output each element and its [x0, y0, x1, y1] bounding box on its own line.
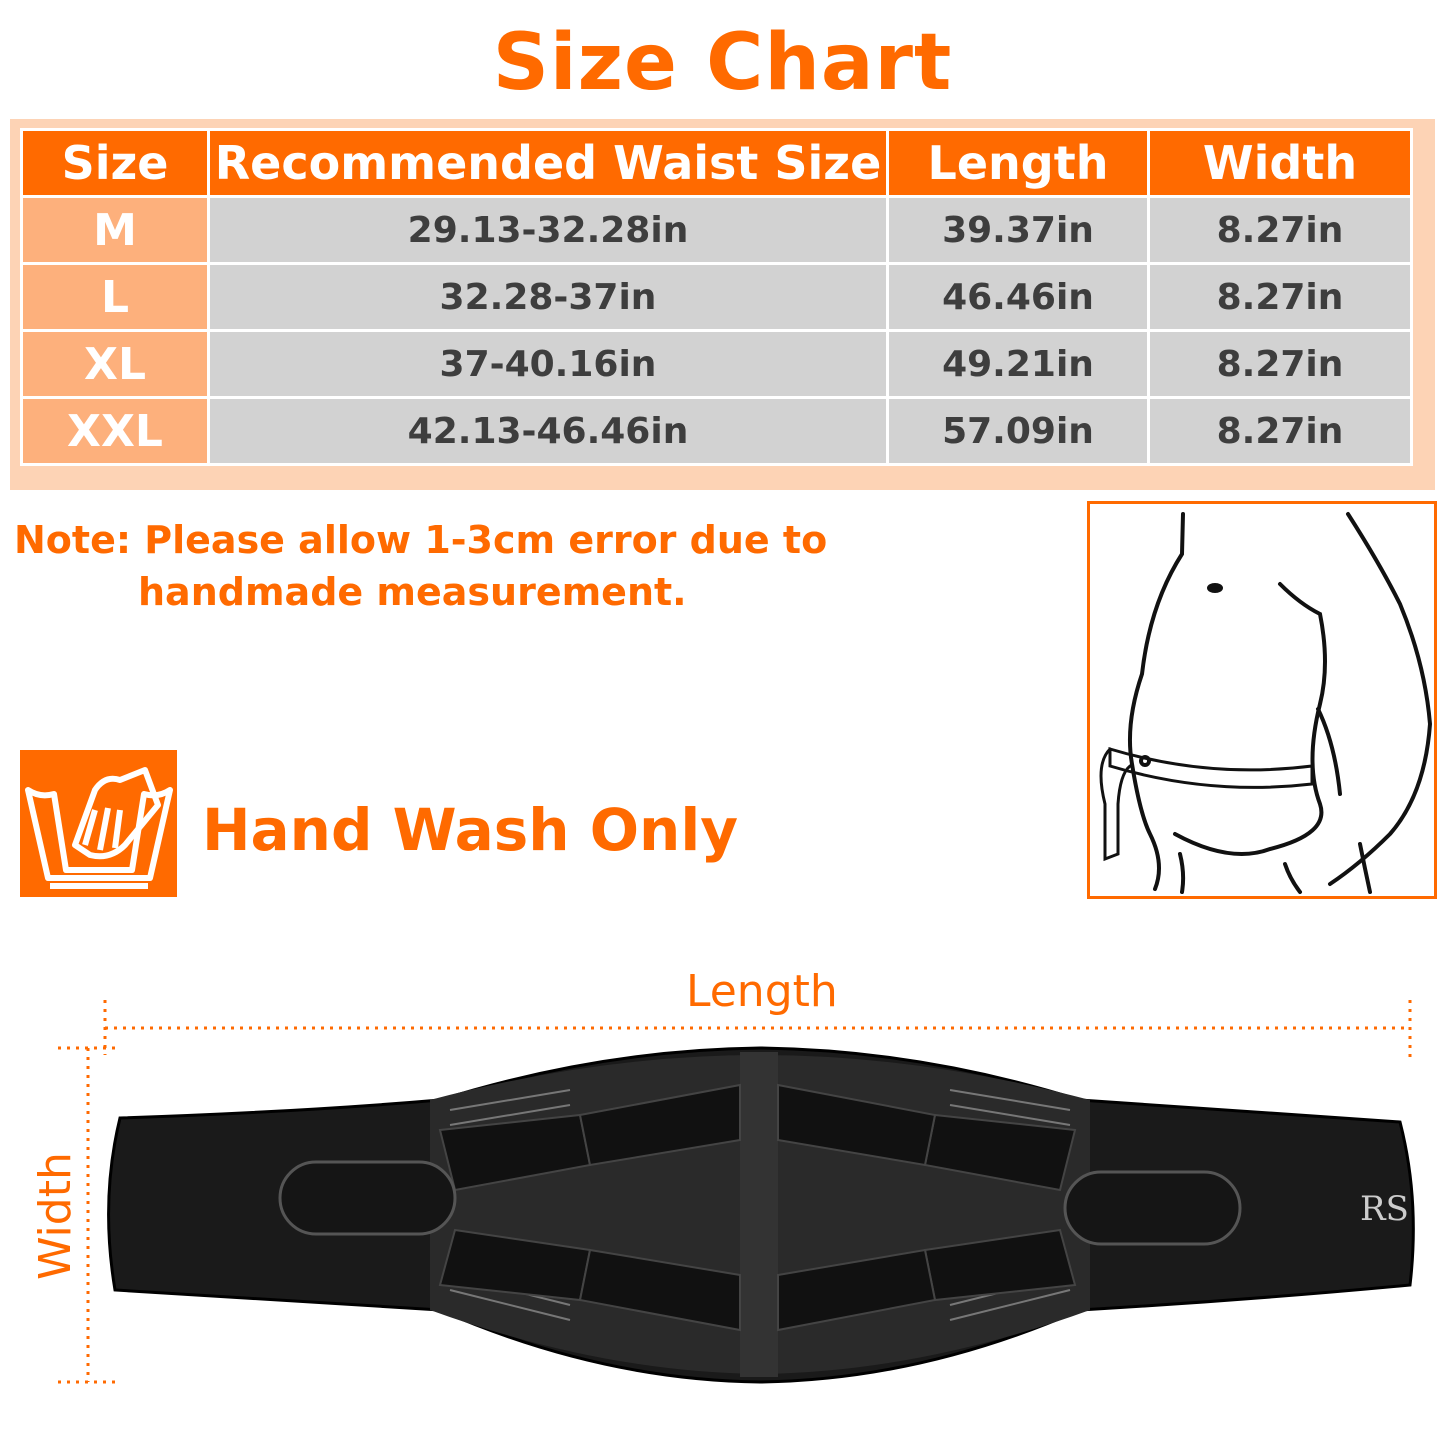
size-cell: L — [20, 262, 210, 332]
header-waist: Recommended Waist Size — [207, 128, 889, 198]
size-cell: XXL — [20, 396, 210, 466]
length-label: Length — [686, 966, 838, 1017]
back-brace-belt: RS — [107, 1046, 1415, 1384]
table-header-row: Size Recommended Waist Size Length Width — [20, 128, 1413, 198]
length-cell: 49.21in — [886, 329, 1150, 399]
length-cell: 46.46in — [886, 262, 1150, 332]
waist-measurement-illustration — [1087, 501, 1437, 899]
size-table: Size Recommended Waist Size Length Width… — [20, 128, 1413, 466]
measurement-note: Note: Please allow 1-3cm error due to ha… — [14, 514, 827, 618]
brand-logo: RS — [1360, 1189, 1409, 1229]
page-title: Size Chart — [492, 18, 953, 108]
header-width: Width — [1147, 128, 1413, 198]
waist-cell: 42.13-46.46in — [207, 396, 889, 466]
hand-wash-label: Hand Wash Only — [202, 796, 739, 864]
table-row: XXL 42.13-46.46in 57.09in 8.27in — [20, 396, 1413, 466]
width-cell: 8.27in — [1147, 396, 1413, 466]
header-length: Length — [886, 128, 1150, 198]
note-line-1: Note: Please allow 1-3cm error due to — [14, 518, 828, 562]
waist-cell: 29.13-32.28in — [207, 195, 889, 265]
dimension-lines — [58, 1000, 1412, 1384]
length-cell: 39.37in — [886, 195, 1150, 265]
size-cell: M — [20, 195, 210, 265]
table-row: M 29.13-32.28in 39.37in 8.27in — [20, 195, 1413, 265]
width-cell: 8.27in — [1147, 262, 1413, 332]
table-row: XL 37-40.16in 49.21in 8.27in — [20, 329, 1413, 399]
table-row: L 32.28-37in 46.46in 8.27in — [20, 262, 1413, 332]
header-size: Size — [20, 128, 210, 198]
length-cell: 57.09in — [886, 396, 1150, 466]
width-cell: 8.27in — [1147, 329, 1413, 399]
width-cell: 8.27in — [1147, 195, 1413, 265]
size-cell: XL — [20, 329, 210, 399]
waist-cell: 32.28-37in — [207, 262, 889, 332]
hand-wash-icon — [20, 750, 177, 897]
note-line-2: handmade measurement. — [138, 570, 687, 614]
waist-cell: 37-40.16in — [207, 329, 889, 399]
